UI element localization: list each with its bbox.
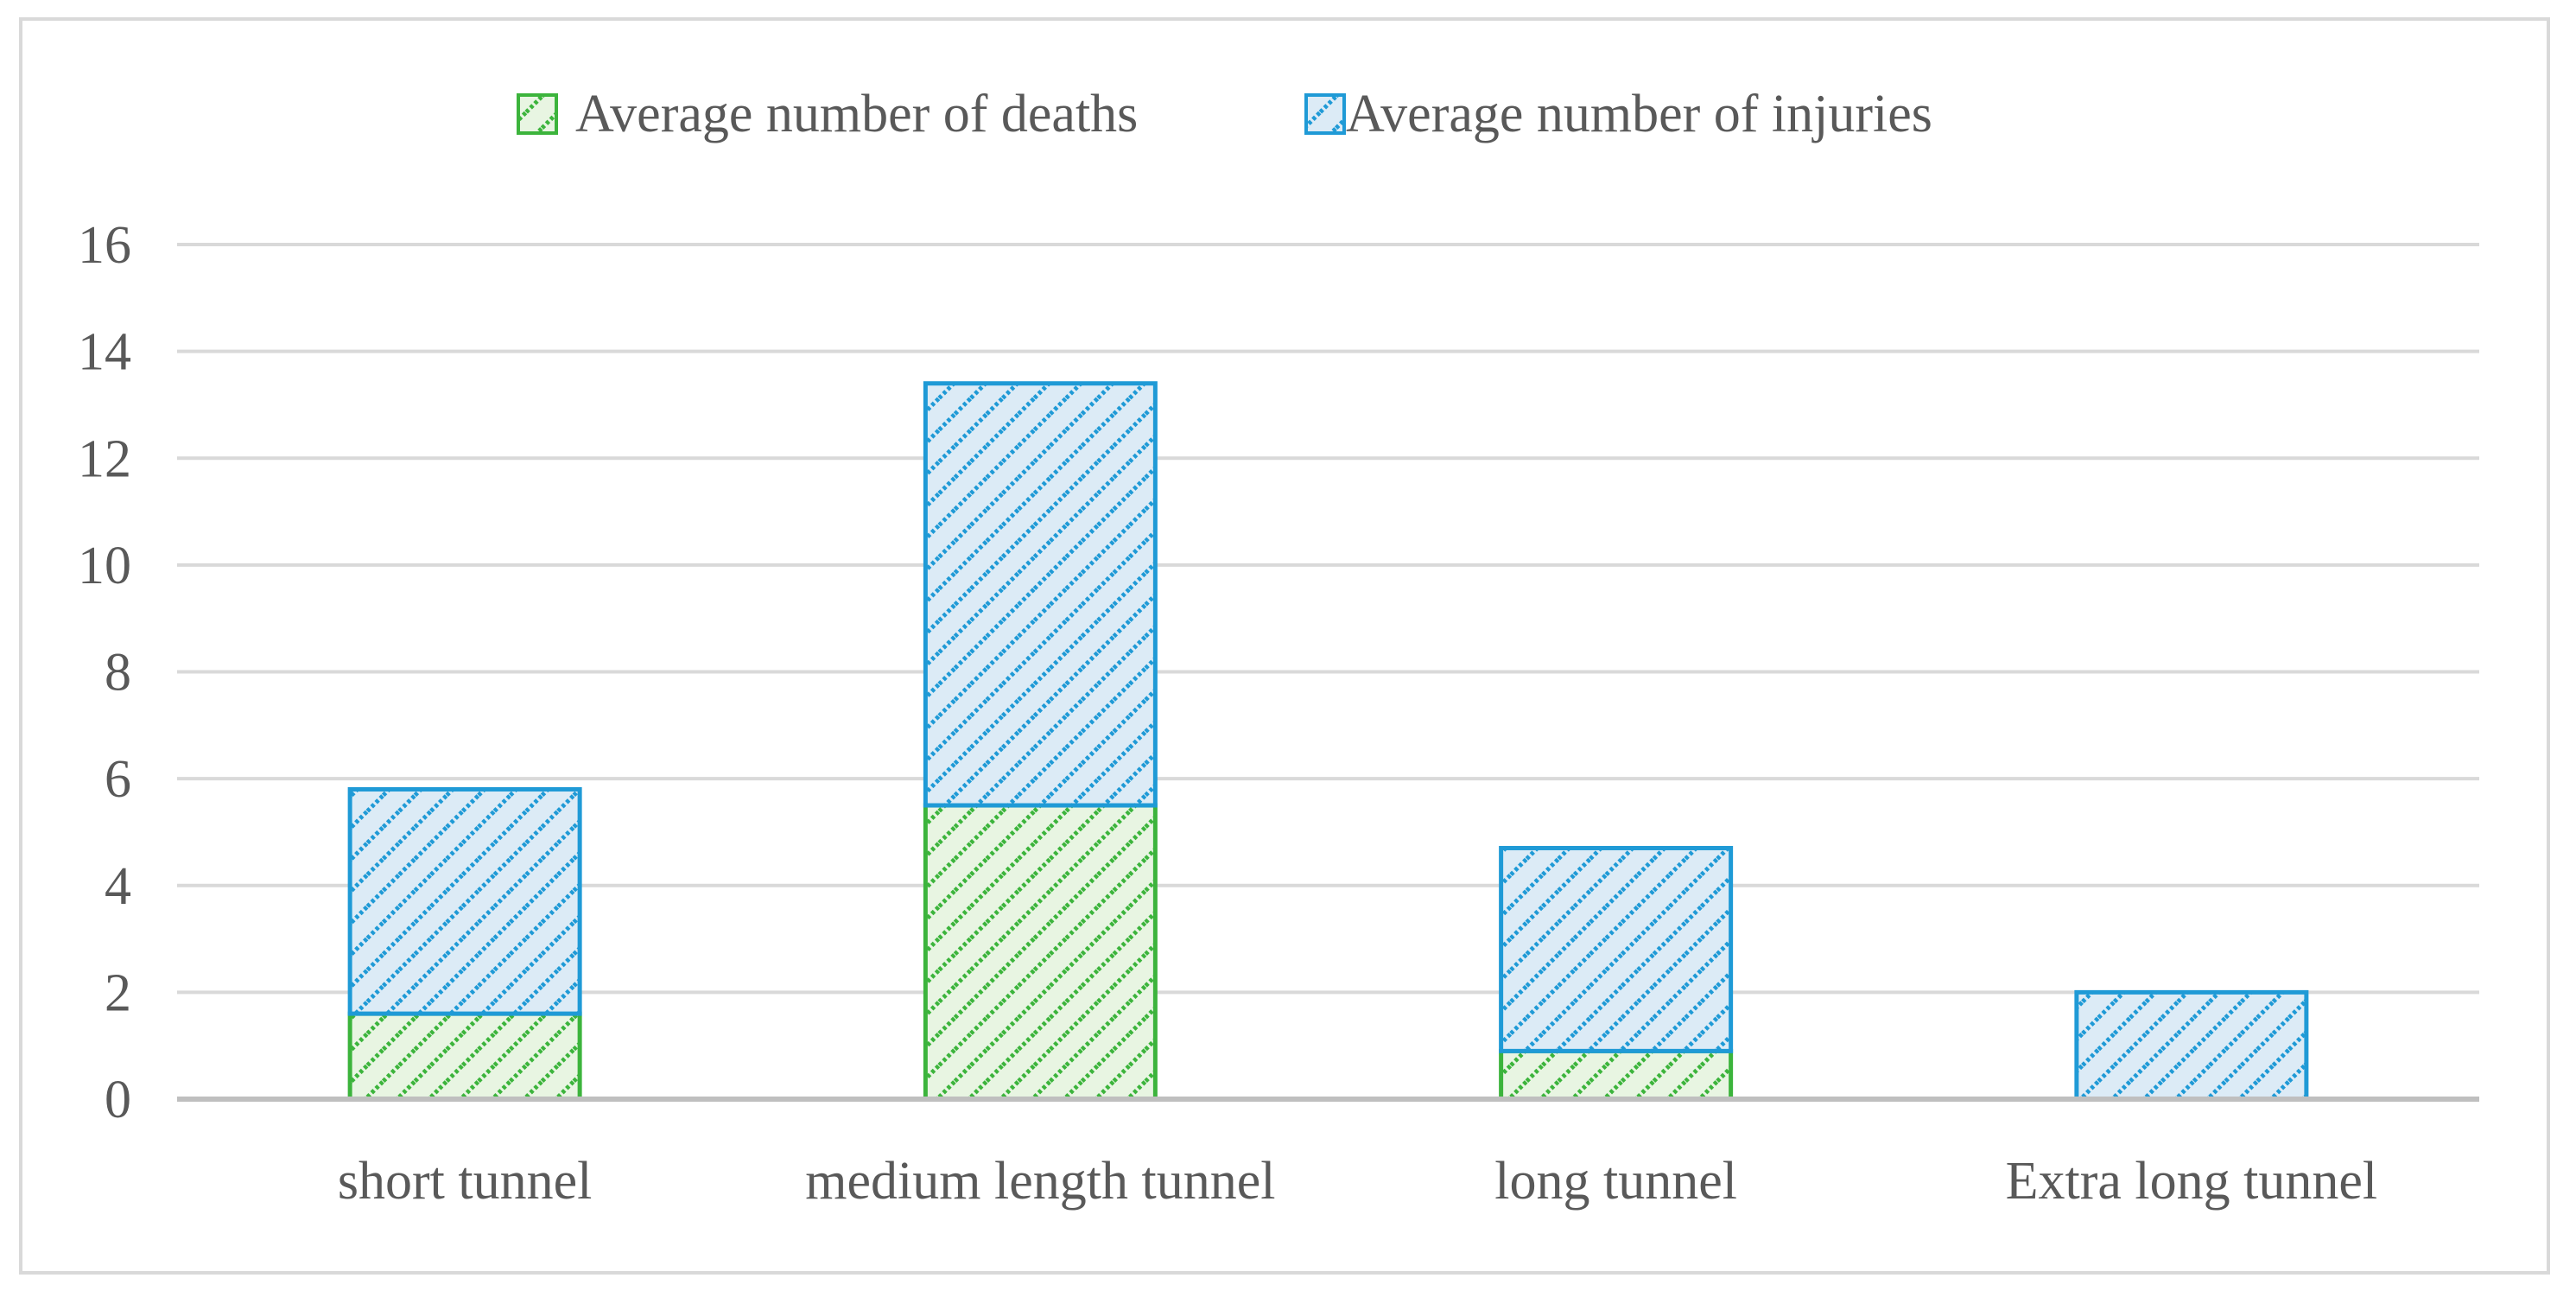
legend-swatch-injuries bbox=[1304, 93, 1346, 135]
y-tick-label: 12 bbox=[78, 429, 131, 488]
bar-deaths-1 bbox=[347, 1011, 582, 1102]
bar-deaths-2 bbox=[923, 803, 1158, 1102]
x-axis: short tunnel medium length tunnel long tun… bbox=[338, 1152, 2377, 1211]
bar-injuries-1 bbox=[347, 786, 582, 1016]
legend-item-deaths: Average number of deaths bbox=[517, 85, 1138, 143]
y-tick-label: 16 bbox=[78, 216, 131, 275]
y-tick-label: 2 bbox=[105, 963, 131, 1022]
x-tick-label: long tunnel bbox=[1494, 1152, 1737, 1211]
legend: Average number of deaths Average number … bbox=[517, 85, 1932, 143]
y-tick-label: 10 bbox=[78, 537, 131, 595]
y-tick-label: 4 bbox=[105, 857, 131, 916]
bar-injuries-4 bbox=[2074, 989, 2309, 1102]
y-axis: 0 2 4 6 8 10 12 14 16 bbox=[78, 216, 131, 1129]
legend-label-injuries: Average number of injuries bbox=[1346, 85, 1932, 143]
bars bbox=[347, 381, 2309, 1102]
x-tick-label: short tunnel bbox=[338, 1152, 592, 1211]
legend-item-injuries: Average number of injuries bbox=[1304, 85, 1932, 143]
y-tick-label: 8 bbox=[105, 644, 131, 703]
y-tick-label: 6 bbox=[105, 750, 131, 809]
y-tick-label: 14 bbox=[78, 323, 131, 382]
y-tick-label: 0 bbox=[105, 1071, 131, 1129]
bar-deaths-3 bbox=[1499, 1048, 1734, 1102]
bar-injuries-3 bbox=[1499, 845, 1734, 1053]
legend-label-deaths: Average number of deaths bbox=[575, 85, 1138, 143]
bar-injuries-2 bbox=[923, 381, 1158, 808]
x-tick-label: medium length tunnel bbox=[805, 1152, 1275, 1211]
legend-swatch-deaths bbox=[517, 93, 558, 135]
x-tick-label: Extra long tunnel bbox=[2006, 1152, 2377, 1211]
